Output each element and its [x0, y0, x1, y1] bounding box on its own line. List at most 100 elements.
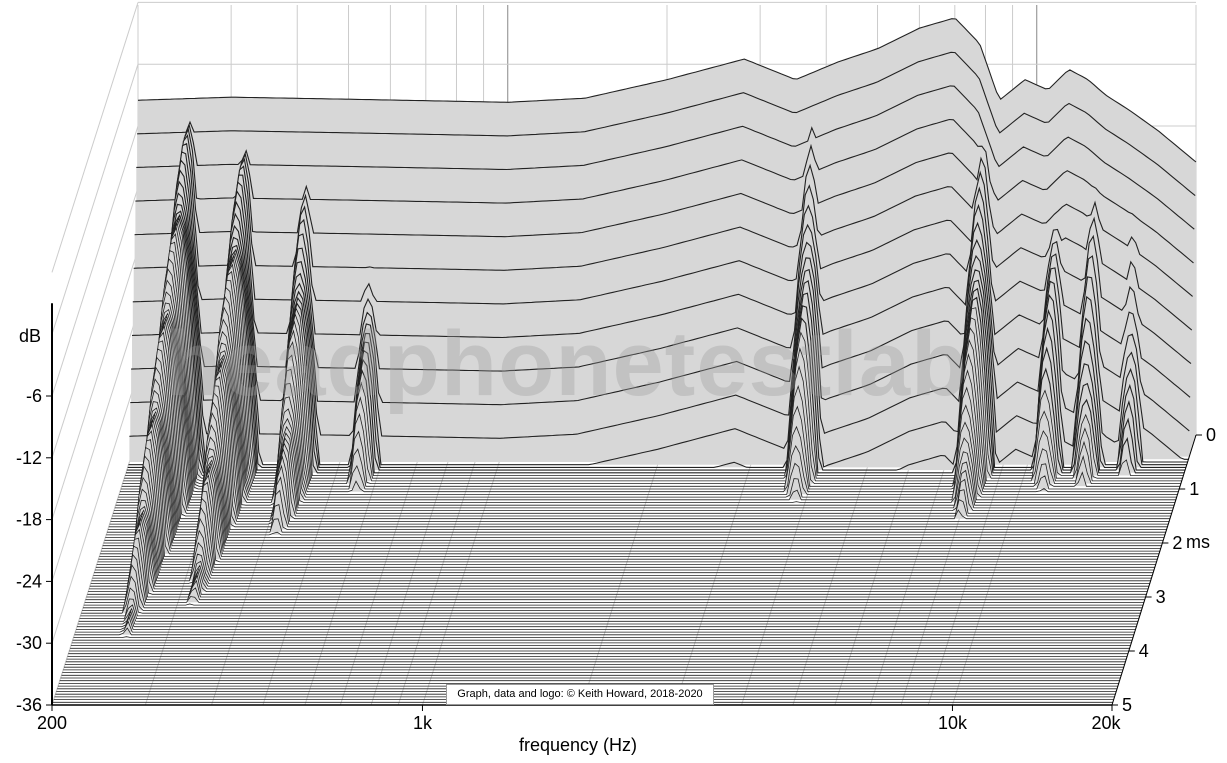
x-tick-label: 1k — [413, 713, 433, 733]
slice-line — [131, 168, 1190, 432]
slice-line — [85, 537, 1145, 601]
slice-line — [94, 476, 1154, 574]
slice-line — [131, 159, 1191, 398]
slice-line — [133, 142, 1193, 331]
slice-line — [119, 267, 1178, 495]
slice-line — [128, 203, 1187, 466]
y-tick-label: -12 — [16, 448, 42, 468]
slice-line — [104, 401, 1164, 541]
slice-line — [75, 620, 1135, 633]
slice-line — [89, 514, 1149, 590]
z-tick-label: 3 — [1156, 587, 1166, 607]
slice-line — [113, 317, 1172, 514]
y-axis-label: dB — [19, 326, 41, 346]
slice-line — [119, 257, 1179, 493]
slice-line — [137, 51, 1196, 197]
y-tick-label: -6 — [26, 386, 42, 406]
slice-line — [73, 636, 1133, 638]
side-grid-line — [51, 249, 139, 520]
slice-line — [97, 438, 1157, 563]
slice-line — [109, 340, 1169, 525]
y-tick-label: -36 — [16, 695, 42, 715]
slice-line — [92, 499, 1152, 579]
y-tick-label: -18 — [16, 510, 42, 530]
y-tick-label: -30 — [16, 633, 42, 653]
side-grid-line — [51, 373, 139, 644]
slice-line — [114, 312, 1174, 509]
slice-line — [134, 134, 1193, 297]
slice-line — [130, 180, 1189, 460]
slice-line — [82, 575, 1142, 611]
slice-line — [124, 222, 1183, 479]
copyright-notice: Graph, data and logo: © Keith Howard, 20… — [446, 684, 714, 705]
slice-line — [129, 192, 1188, 463]
z-tick-label: 1 — [1189, 479, 1199, 499]
slice-line — [107, 356, 1167, 530]
watermark-text: headphonetestlab — [165, 313, 968, 415]
slice-line — [99, 423, 1159, 557]
slice-line — [96, 446, 1156, 565]
slice-line — [127, 210, 1186, 468]
slice-fill — [85, 538, 1145, 600]
slice-line — [106, 378, 1165, 536]
slice-line — [80, 598, 1140, 617]
slice-line — [78, 607, 1138, 622]
slice-line — [93, 488, 1153, 576]
slice-line — [101, 415, 1160, 552]
decay-slices — [52, 18, 1197, 706]
side-grid-line — [51, 64, 139, 335]
slice-line — [115, 308, 1175, 506]
slice-line — [136, 85, 1195, 230]
x-axis-label: frequency (Hz) — [519, 735, 637, 755]
slice-line — [86, 528, 1146, 598]
slice-line — [100, 418, 1159, 555]
z-axis-line — [1111, 434, 1197, 706]
axes — [46, 303, 1202, 711]
slice-line — [116, 302, 1175, 503]
slice-line — [110, 331, 1170, 522]
x-tick-label: 10k — [938, 713, 968, 733]
slice-line — [121, 241, 1180, 487]
z-tick-label: 4 — [1139, 641, 1149, 661]
slice-line — [74, 627, 1134, 636]
slice-line — [90, 509, 1150, 584]
side-grid-line — [51, 187, 139, 458]
side-grid-line — [51, 2, 139, 273]
z-tick-label: 2 — [1172, 533, 1182, 553]
slice-line — [123, 226, 1182, 482]
slice-line — [103, 407, 1163, 544]
slice-line — [120, 249, 1180, 490]
slice-line — [105, 389, 1165, 538]
slice-line — [126, 213, 1186, 471]
slice-line — [76, 612, 1137, 628]
slice-line — [107, 366, 1166, 533]
slice-line — [135, 118, 1194, 264]
slice-line — [108, 348, 1168, 528]
x-tick-label: 200 — [37, 713, 67, 733]
slice-fill — [128, 204, 1187, 465]
slice-line — [101, 413, 1161, 549]
z-tick-label: 5 — [1122, 695, 1132, 715]
slice-line — [91, 505, 1151, 582]
slice-line — [88, 517, 1148, 592]
slice-line — [81, 587, 1141, 614]
slice-line — [137, 18, 1197, 163]
side-grid-line — [51, 311, 139, 582]
z-axis-label: ms — [1186, 532, 1210, 552]
slice-fill — [86, 529, 1146, 597]
slice-line — [83, 563, 1143, 609]
z-tick-labels: 0 1 2 3 4 5 — [1122, 425, 1216, 715]
y-tick-labels: -6 -12 -18 -24 -30 -36 — [16, 386, 42, 715]
slice-line — [122, 232, 1181, 484]
slice-line — [117, 291, 1176, 501]
slice-line — [83, 553, 1144, 606]
side-grid-line — [51, 125, 139, 397]
slice-line — [95, 465, 1154, 571]
slice-line — [126, 216, 1185, 474]
slice-line — [111, 324, 1170, 520]
slice-line — [118, 279, 1177, 498]
slice-line — [87, 521, 1147, 595]
slice-line — [84, 545, 1144, 603]
x-tick-labels: 200 1k 10k 20k — [37, 713, 1122, 733]
